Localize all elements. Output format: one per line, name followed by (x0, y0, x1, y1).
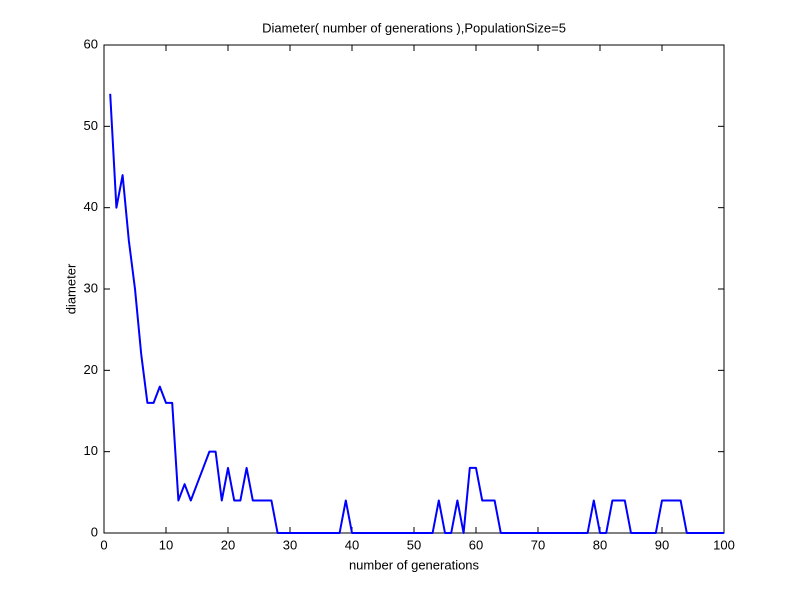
y-tick-label: 30 (84, 280, 98, 295)
x-tick-label: 20 (221, 537, 235, 552)
x-tick-label: 70 (531, 537, 545, 552)
x-axis-label: number of generations (349, 557, 480, 572)
y-tick-label: 60 (84, 36, 98, 51)
y-tick-label: 10 (84, 443, 98, 458)
x-tick-label: 80 (593, 537, 607, 552)
x-tick-label: 50 (407, 537, 421, 552)
x-tick-label: 60 (469, 537, 483, 552)
data-line (109, 93, 724, 534)
y-tick-label: 50 (84, 118, 98, 133)
x-tick-label: 40 (345, 537, 359, 552)
x-tick-label: 30 (283, 537, 297, 552)
y-tick-label: 40 (84, 199, 98, 214)
chart-title: Diameter( number of generations ),Popula… (262, 20, 566, 35)
x-tick-label: 90 (655, 537, 669, 552)
x-tick-label: 100 (713, 537, 735, 552)
x-tick-label: 0 (100, 537, 107, 552)
y-tick-label: 20 (84, 362, 98, 377)
y-axis-label: diameter (63, 263, 78, 314)
y-tick-label: 0 (91, 524, 98, 539)
x-tick-label: 10 (159, 537, 173, 552)
